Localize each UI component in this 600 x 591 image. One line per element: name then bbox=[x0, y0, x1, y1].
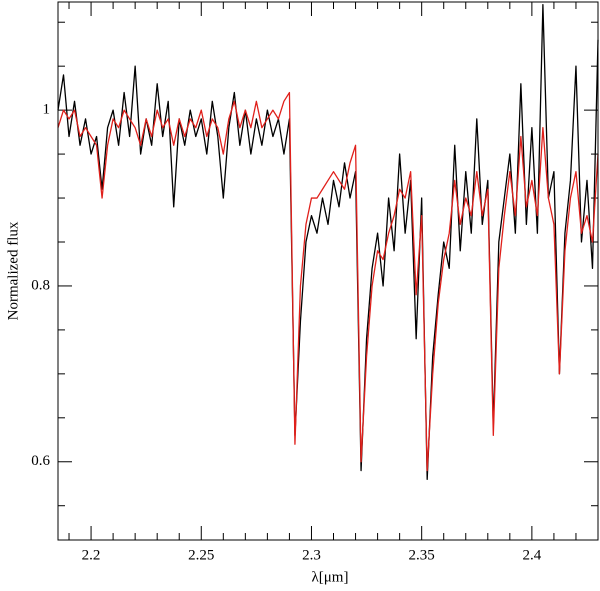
y-tick-label: 0.8 bbox=[31, 277, 50, 293]
x-tick-label: 2.2 bbox=[82, 547, 101, 563]
spectrum-line bbox=[57, 3, 599, 480]
x-tick-label: 2.4 bbox=[523, 547, 542, 563]
x-tick-label: 2.3 bbox=[302, 547, 321, 563]
y-tick-label: 0.6 bbox=[31, 453, 50, 469]
y-tick-label: 1 bbox=[43, 102, 51, 118]
y-axis-label: Normalized flux bbox=[5, 221, 21, 320]
x-axis-label: λ[μm] bbox=[312, 569, 349, 585]
x-tick-label: 2.25 bbox=[188, 547, 214, 563]
x-tick-label: 2.35 bbox=[409, 547, 435, 563]
spectrum-line bbox=[57, 91, 599, 472]
plot-frame bbox=[57, 1, 599, 541]
